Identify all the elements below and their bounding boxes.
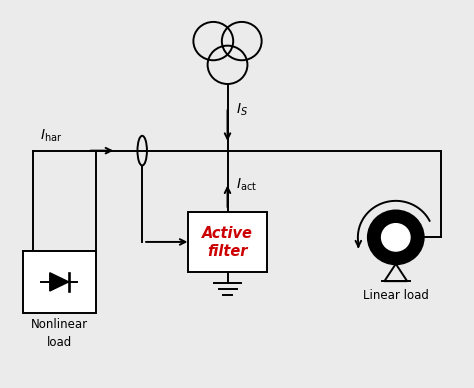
Circle shape [368,211,423,264]
Text: load: load [46,336,72,348]
Text: Nonlinear: Nonlinear [31,318,88,331]
Bar [23,251,96,313]
Polygon shape [50,273,69,291]
Text: $I_\mathrm{har}$: $I_\mathrm{har}$ [40,128,63,144]
Circle shape [382,223,410,251]
Bar [188,212,266,272]
Text: $I_S$: $I_S$ [236,101,248,118]
Text: filter: filter [207,244,248,260]
Text: $I_\mathrm{act}$: $I_\mathrm{act}$ [236,177,257,193]
Text: Active: Active [202,226,253,241]
Text: Linear load: Linear load [363,289,428,302]
